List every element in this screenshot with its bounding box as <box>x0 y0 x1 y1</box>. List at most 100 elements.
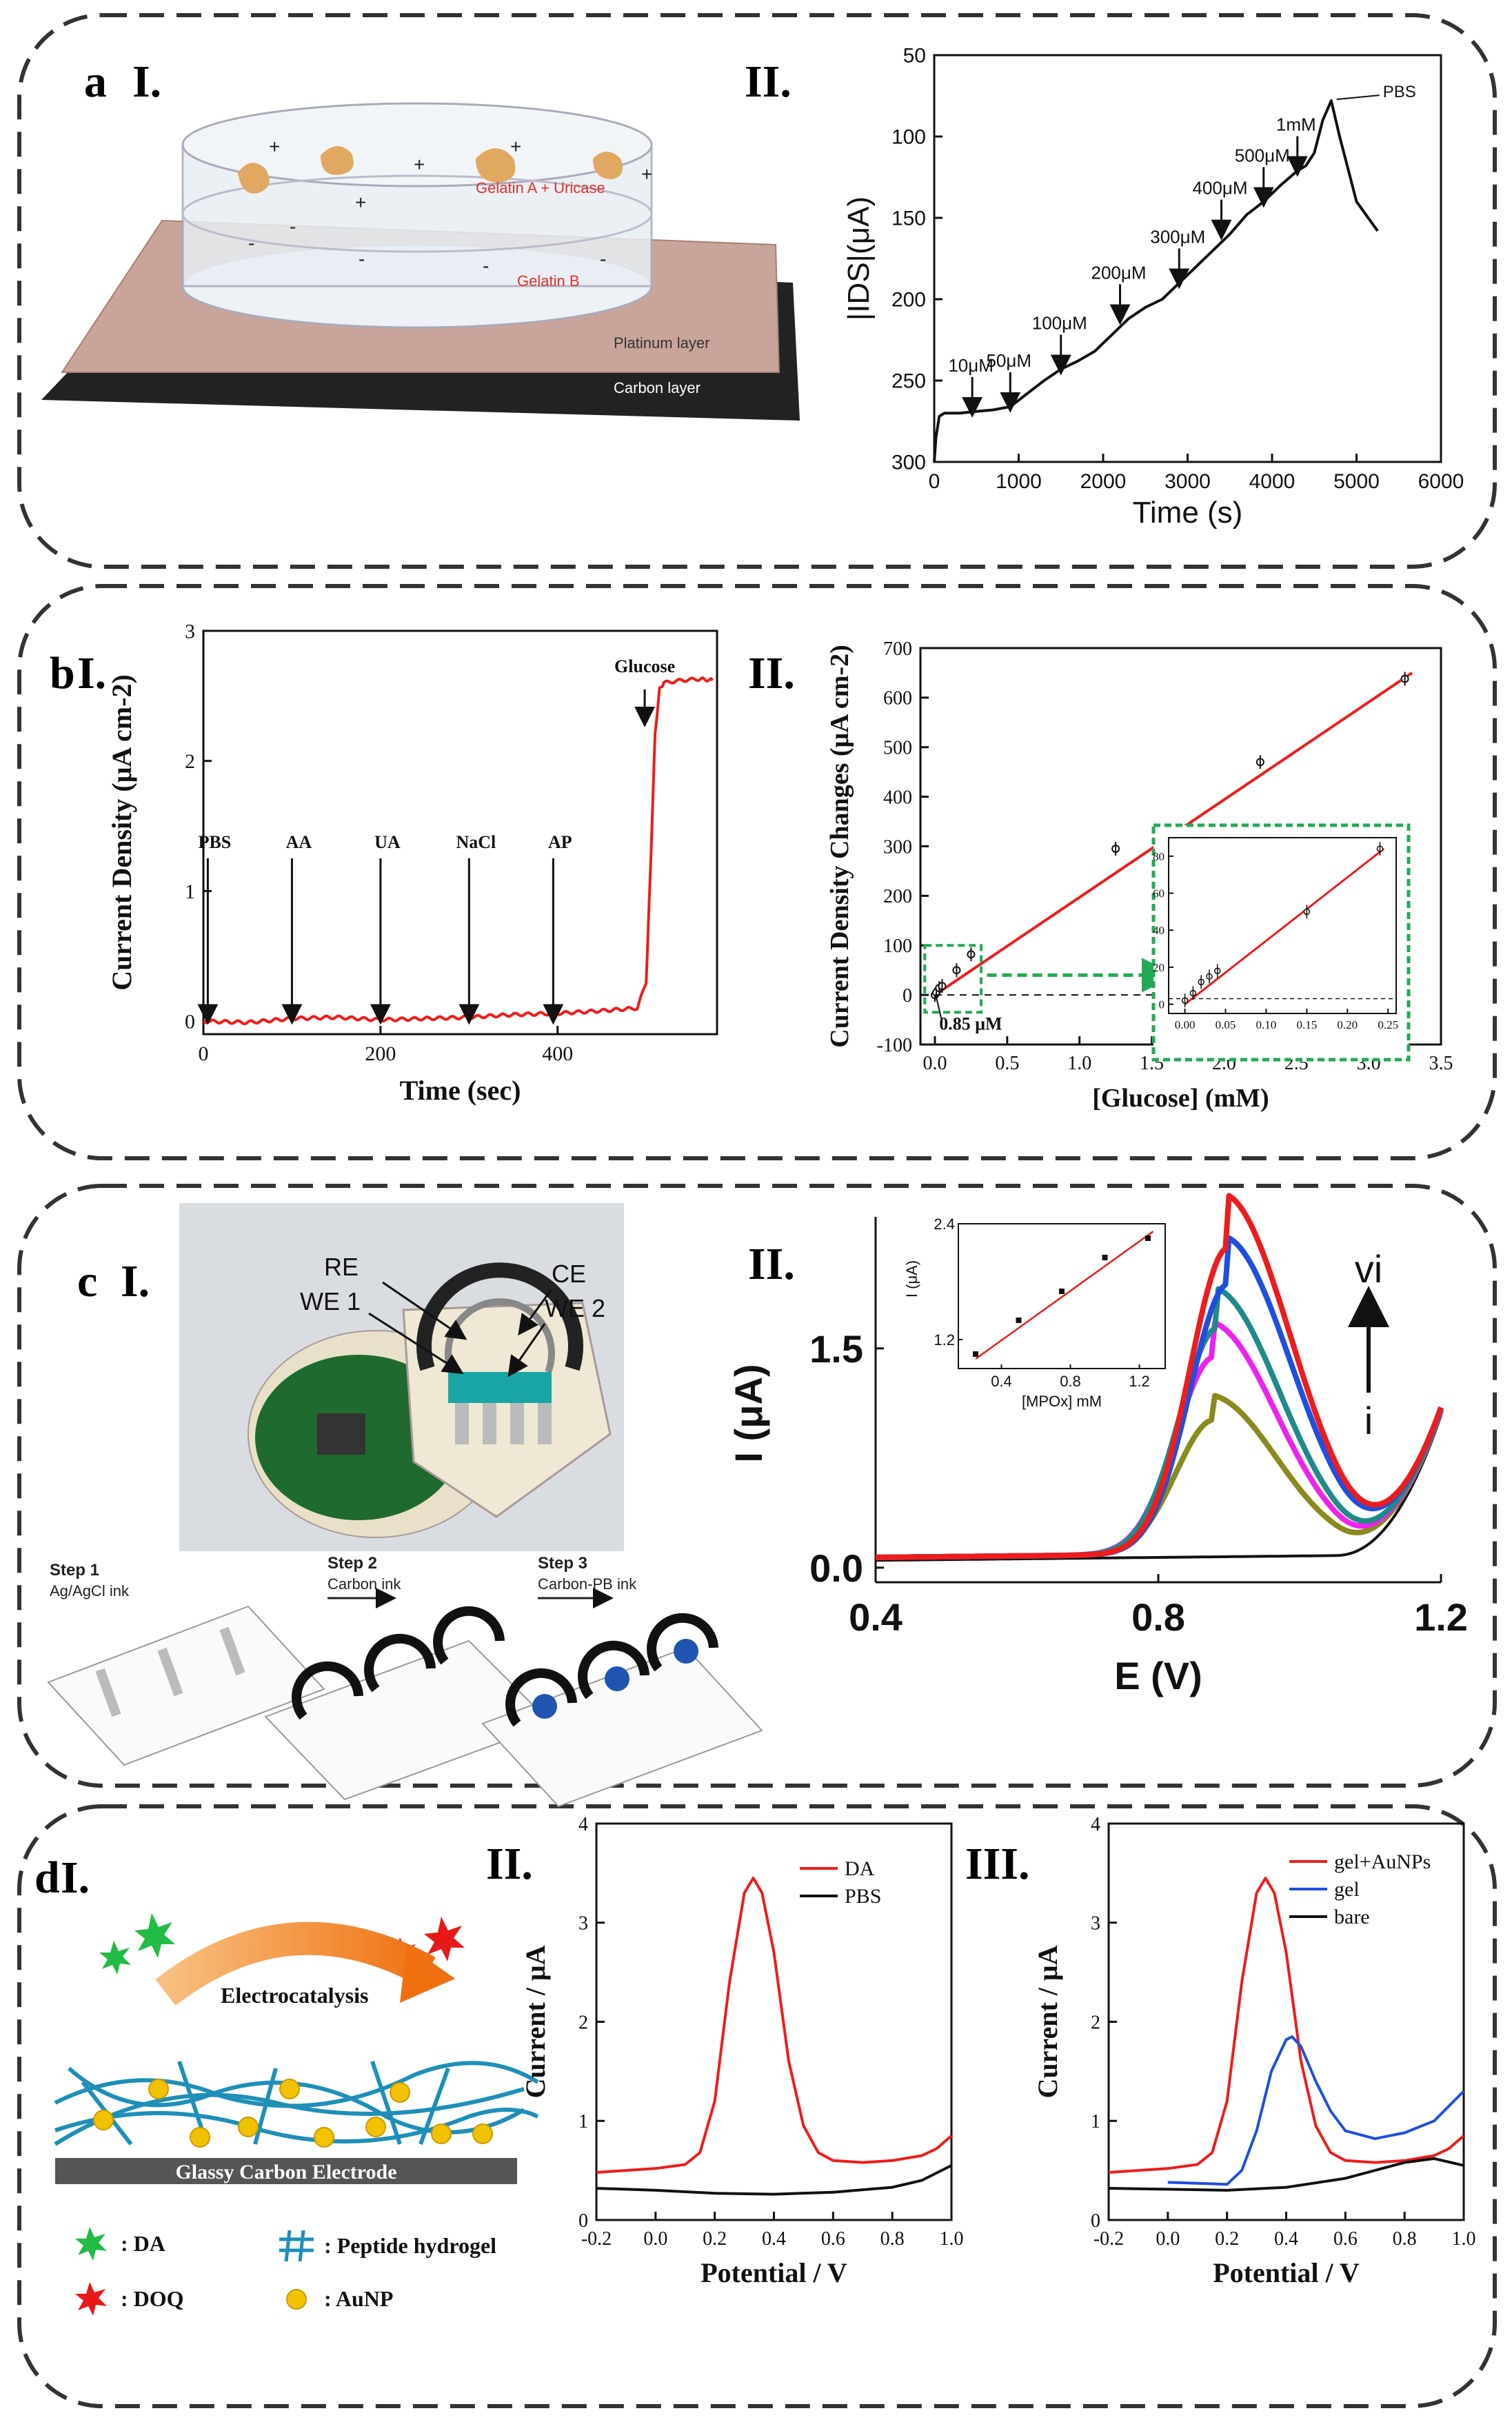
annotation-label: 300μM <box>1150 226 1205 247</box>
inset-x-tick-label: 0.8 <box>1060 1373 1081 1390</box>
y-tick-label: 600 <box>883 688 912 709</box>
y-tick-label: 2 <box>185 750 195 773</box>
x-tick-label: 0.4 <box>1274 2228 1298 2250</box>
x-tick-label: 0 <box>199 1042 209 1065</box>
inset-y-tick-label: 20 <box>1153 961 1165 974</box>
legend-da-label: : DA <box>121 2231 165 2256</box>
illus-d-electrocatalysis: Electrocatalysis <box>221 1983 368 2008</box>
y-axis-label: Current Density Changes (μA cm-2) <box>825 645 854 1047</box>
panel-d-letter: d <box>34 1853 60 1903</box>
annotation-label: Glucose <box>614 656 675 676</box>
y-tick-label: 2 <box>1091 2012 1100 2033</box>
annotation-label: PBS <box>199 832 232 852</box>
series-bare <box>1108 2157 1464 2192</box>
illus-a-top-label: Gelatin A + Uricase <box>476 179 605 196</box>
arrow-top-label: vi <box>1355 1247 1382 1291</box>
annotation-label: NaCl <box>456 832 496 852</box>
x-axis-label: E (V) <box>1114 1654 1202 1697</box>
series-ii <box>875 1393 1444 1560</box>
y-tick-label: 3 <box>578 1913 588 1935</box>
y-tick-label: 250 <box>891 370 926 393</box>
y-tick-label: -100 <box>877 1035 912 1056</box>
x-tick-label: 400 <box>542 1042 573 1065</box>
panel-d-frame <box>17 1804 1497 2408</box>
inset-fit-line <box>975 1231 1154 1360</box>
x-tick-label: 0.0 <box>1156 2228 1180 2250</box>
x-tick-label: 0.6 <box>1333 2228 1358 2250</box>
series-gel <box>1167 2035 1465 2186</box>
illus-d-electrode: Glassy Carbon Electrode <box>175 2161 396 2183</box>
y-tick-label: 1 <box>185 880 195 903</box>
x-axis-label: [Glucose] (mM) <box>1092 1084 1269 1113</box>
annotation-label: 100μM <box>1032 312 1087 333</box>
chart-b2: 0.0 0.5 1.0 1.5 2.0 2.5 3.0 3.5-100010020030040… <box>825 638 1453 1113</box>
inset-y-tick-label: 0 <box>1159 998 1165 1011</box>
y-tick-label: 3 <box>185 620 195 643</box>
legend-label: bare <box>1334 1906 1370 1928</box>
x-axis-label: Potential / V <box>700 2257 847 2288</box>
y-tick-label: 1 <box>1091 2111 1100 2132</box>
legend-doq-label: : DOQ <box>121 2286 184 2311</box>
svg-text:+: + <box>414 154 425 175</box>
illus-c-step2-sub: Carbon ink <box>327 1575 401 1593</box>
y-tick-label: 500 <box>883 738 912 759</box>
illustration-c-sensor-device: RE CE WE 1 WE 2 Step 1 Ag/AgCl ink Step … <box>47 1203 763 1808</box>
y-tick-label: 2 <box>578 2012 588 2033</box>
lod-pointer <box>936 997 943 1022</box>
x-tick-label: 0.8 <box>880 2228 905 2250</box>
y-tick-label: 0 <box>903 985 912 1007</box>
y-tick-label: 0.0 <box>809 1546 863 1590</box>
inset-y-tick-label: 80 <box>1153 850 1165 863</box>
x-tick-label: 4000 <box>1249 470 1296 493</box>
annotation-label: 10μM <box>948 355 994 376</box>
legend-doq-icon <box>75 2282 107 2316</box>
x-tick-label: 0.2 <box>1215 2228 1239 2250</box>
svg-text:+: + <box>641 163 652 185</box>
panel-a-letter: a <box>84 57 107 107</box>
inset-point <box>1145 1235 1151 1241</box>
illus-a-mid-label: Gelatin B <box>517 272 580 290</box>
annotation-label: PBS <box>1383 83 1416 101</box>
panel-b-left-label: I. <box>77 648 106 698</box>
inset-y-tick-label: 2.4 <box>934 1215 955 1233</box>
x-tick-label: 0.0 <box>923 1053 947 1074</box>
chart-c2: 0.4 0.8 1.2 0.0 1.5 E (V) I (μA) vi i 0.4 0.8 1.2 1.… <box>727 1193 1468 1697</box>
panel-a-left-label: I. <box>132 57 161 107</box>
x-tick-label: 3.5 <box>1429 1053 1453 1074</box>
inset-x-tick-label: 0.05 <box>1216 1018 1236 1031</box>
x-tick-label: 1.2 <box>1414 1595 1468 1639</box>
panel-a-frame <box>17 13 1497 569</box>
inset-x-tick-label: 0.15 <box>1296 1018 1317 1031</box>
annotation-line <box>1336 94 1380 101</box>
y-axis-label: Current / μA <box>1032 1945 1063 2098</box>
y-tick-label: 4 <box>1091 1814 1100 1835</box>
inset-x-tick-label: 0.20 <box>1337 1018 1358 1031</box>
x-axis-label: Time (sec) <box>400 1075 521 1106</box>
illus-c-we1: WE 1 <box>300 1287 361 1315</box>
inset-x-tick-label: 0.25 <box>1378 1018 1398 1031</box>
svg-text:-: - <box>359 248 365 270</box>
x-tick-label: 3000 <box>1165 470 1211 493</box>
illus-a-layer2: Carbon layer <box>614 379 700 396</box>
zoom-box <box>923 944 983 1014</box>
y-axis-label: Current / μA <box>520 1945 551 2098</box>
illus-c-we2: WE 2 <box>545 1294 605 1322</box>
arrow-bottom-label: i <box>1364 1399 1373 1442</box>
illus-c-step1-sub: Ag/AgCl ink <box>50 1582 130 1599</box>
inset-point <box>973 1351 978 1357</box>
series-gel-aunps <box>1108 1877 1465 2174</box>
chart-b1: 0 200 400 0 1 2 3 Time (sec) Current Density (μA… <box>106 620 718 1106</box>
illustration-a-enzyme-layers: + + + + + - - - - - Gelatin A + Uricase … <box>41 102 800 421</box>
y-tick-label: 0 <box>1091 2210 1100 2232</box>
illus-c-step2-title: Step 2 <box>327 1554 377 1573</box>
y-axis-label: Current Density (μA cm-2) <box>106 674 137 991</box>
y-tick-label: 100 <box>891 126 926 149</box>
x-tick-label: 0.6 <box>821 2228 845 2250</box>
inset-x-tick-label: 1.2 <box>1129 1373 1150 1390</box>
inset-x-tick-label: 0.00 <box>1175 1018 1196 1031</box>
y-tick-label: 300 <box>883 836 912 858</box>
chart-a2: 0 1000 2000 3000 4000 5000 6000 50 100 150 200 250 3… <box>842 45 1464 530</box>
annotation-label: 50μM <box>986 350 1031 371</box>
y-tick-label: 50 <box>903 45 926 68</box>
plot-frame <box>202 629 718 1036</box>
